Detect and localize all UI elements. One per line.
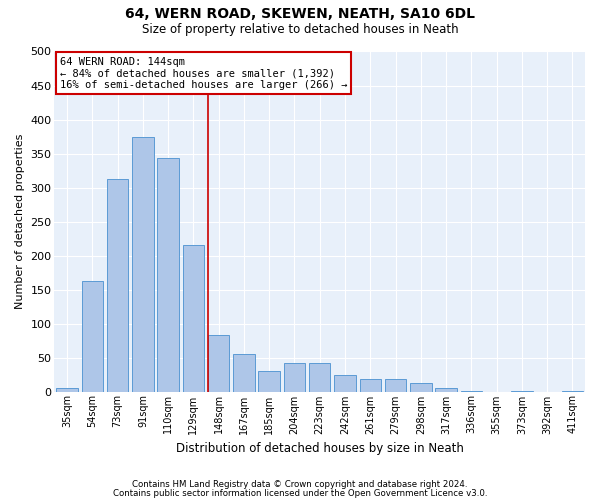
X-axis label: Distribution of detached houses by size in Neath: Distribution of detached houses by size … [176, 442, 464, 455]
Bar [511, 391, 533, 392]
Bar [132, 136, 154, 392]
Bar [410, 384, 431, 392]
Bar [107, 180, 128, 392]
Text: Contains public sector information licensed under the Open Government Licence v3: Contains public sector information licen… [113, 488, 487, 498]
Bar [461, 391, 482, 392]
Bar [359, 380, 381, 392]
Bar [82, 282, 103, 392]
Text: 64, WERN ROAD, SKEWEN, NEATH, SA10 6DL: 64, WERN ROAD, SKEWEN, NEATH, SA10 6DL [125, 8, 475, 22]
Bar [436, 388, 457, 392]
Bar [259, 371, 280, 392]
Text: Contains HM Land Registry data © Crown copyright and database right 2024.: Contains HM Land Registry data © Crown c… [132, 480, 468, 489]
Bar [562, 391, 583, 392]
Bar [334, 374, 356, 392]
Bar [309, 363, 331, 392]
Bar [208, 335, 229, 392]
Bar [385, 380, 406, 392]
Bar [182, 246, 204, 392]
Bar [284, 363, 305, 392]
Bar [233, 354, 254, 392]
Y-axis label: Number of detached properties: Number of detached properties [15, 134, 25, 309]
Text: Size of property relative to detached houses in Neath: Size of property relative to detached ho… [142, 22, 458, 36]
Text: 64 WERN ROAD: 144sqm
← 84% of detached houses are smaller (1,392)
16% of semi-de: 64 WERN ROAD: 144sqm ← 84% of detached h… [60, 56, 347, 90]
Bar [56, 388, 78, 392]
Bar [157, 158, 179, 392]
